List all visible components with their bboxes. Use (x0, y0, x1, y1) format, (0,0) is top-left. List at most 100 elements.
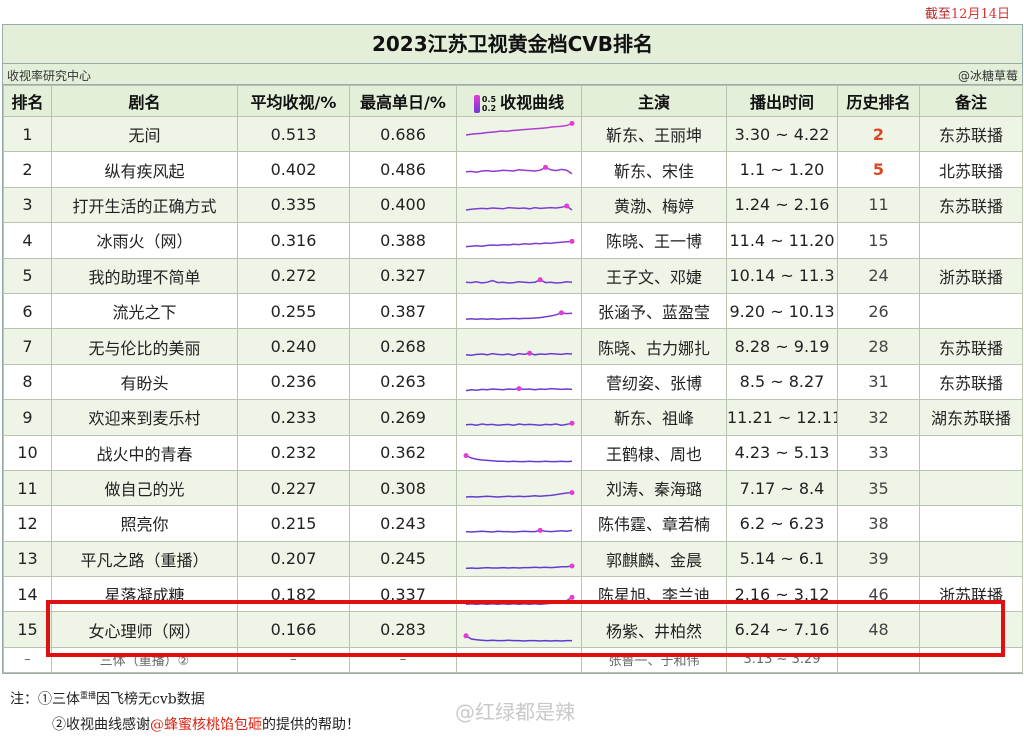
cast-cell: 王子文、邓婕 (581, 257, 727, 294)
drama-name-cell: 女心理师（网） (51, 611, 238, 648)
header-max: 最高单日/% (349, 85, 457, 117)
as-of-date: 截至12月14日 (925, 3, 1010, 22)
rank-cell: 11 (3, 469, 52, 507)
cast-cell: 陈伟霆、章若楠 (581, 505, 727, 542)
footnote-2-a: ②收视曲线感谢 (52, 716, 150, 733)
rating-curve-line (465, 530, 573, 534)
rating-curve-peak (537, 277, 543, 283)
history-rank-cell: 28 (837, 328, 920, 365)
rating-curve (465, 164, 573, 174)
footnote-1: 注：①三体重播因飞榜无cvb数据 (10, 683, 360, 713)
history-rank-cell: 46 (837, 576, 920, 613)
rating-curve (465, 528, 573, 534)
avg-rating-cell: 0.255 (237, 292, 350, 330)
footnote-2-credit: @蜂蜜核桃馅包砸 (150, 716, 262, 733)
period-cell: 3.13 ~ 3.29 (726, 646, 838, 673)
drama-name-cell: 无与伦比的美丽 (51, 328, 238, 365)
rating-curve (465, 386, 573, 392)
header-period: 播出时间 (726, 85, 838, 117)
footnote-label: 注： (10, 691, 38, 708)
header-cast: 主演 (581, 85, 727, 117)
note-cell: 浙苏联播 (919, 257, 1023, 294)
footnotes: 注：①三体重播因飞榜无cvb数据 ②收视曲线感谢@蜂蜜核桃馅包砸的提供的帮助！ (10, 683, 360, 738)
table-row: 15 女心理师（网） 0.166 0.283 杨紫、井柏然 6.24 ~ 7.16 48 (3, 611, 1023, 648)
max-rating-cell: 0.308 (349, 469, 457, 507)
note-cell (919, 646, 1023, 673)
note-cell (919, 292, 1023, 330)
rank-cell: 12 (3, 505, 52, 542)
highlight-box (46, 600, 1005, 657)
as-of-value: 12月14日 (950, 7, 1010, 22)
curve-legend-bottom: 0.2 (481, 103, 497, 113)
rating-curve-peak (527, 350, 533, 356)
drama-name-cell: 打开生活的正确方式 (51, 186, 238, 224)
note-cell: 东苏联播 (919, 115, 1023, 153)
curve-cell (456, 186, 582, 224)
ranking-sheet: 2023江苏卫视黄金档CVB排名 收视率研究中心 @冰糖草莓 排名 剧名 平均收… (2, 24, 1023, 674)
period-cell: 3.30 ~ 4.22 (726, 115, 838, 153)
curve-cell (456, 292, 582, 330)
ranking-table: 排名 剧名 平均收视/% 最高单日/% 0.5 0.2 收视曲线 主演 播出时间 历… (3, 85, 1023, 673)
drama-name-cell: 照亮你 (51, 505, 238, 542)
avg-rating-cell: 0.316 (237, 222, 350, 259)
drama-name-cell: 流光之下 (51, 292, 238, 330)
table-row: 12 照亮你 0.215 0.243 陈伟霆、章若楠 6.2 ~ 6.23 38 (3, 505, 1023, 542)
cast-cell: 黄渤、梅婷 (581, 186, 727, 224)
rating-curve (463, 632, 572, 642)
max-rating-cell: 0.387 (349, 292, 457, 330)
table-row: 5 我的助理不简单 0.272 0.327 王子文、邓婕 10.14 ~ 11.3 24 浙苏… (3, 257, 1023, 294)
max-rating-cell: 0.243 (349, 505, 457, 542)
rank-cell: 13 (3, 540, 52, 578)
curve-cell (456, 115, 582, 153)
table-row: 6 流光之下 0.255 0.387 张涵予、蓝盈莹 9.20 ~ 10.13 26 (3, 292, 1023, 330)
rating-curve-line (465, 634, 572, 642)
drama-name-cell: 冰雨火（网） (51, 222, 238, 259)
curve-cell (456, 540, 582, 578)
drama-name-cell: 三体（重播）② (51, 646, 238, 673)
rating-curve-peak (564, 203, 570, 209)
period-cell: 7.17 ~ 8.4 (726, 469, 838, 507)
curve-cell (456, 611, 582, 648)
period-cell: 8.28 ~ 9.19 (726, 328, 838, 365)
curve-cell (456, 363, 582, 401)
rating-curve-peak (463, 632, 469, 638)
note-cell: 北苏联播 (919, 151, 1023, 188)
curve-legend-scale: 0.5 0.2 (482, 95, 496, 113)
drama-name-cell: 平凡之路（重播） (51, 540, 238, 578)
rating-curve (465, 203, 573, 211)
drama-name-cell: 纵有疾风起 (51, 151, 238, 188)
curve-cell (456, 399, 582, 436)
max-rating-cell: 0.283 (349, 611, 457, 648)
rank-cell: 3 (3, 186, 52, 224)
rating-curve (465, 563, 575, 570)
rank-cell: 8 (3, 363, 52, 401)
header-curve: 0.5 0.2 收视曲线 (456, 85, 582, 117)
avg-rating-cell: 0.227 (237, 469, 350, 507)
rating-curve-peak (537, 528, 543, 534)
max-rating-cell: 0.245 (349, 540, 457, 578)
avg-rating-cell: 0.215 (237, 505, 350, 542)
cast-cell: 靳东、祖峰 (581, 399, 727, 436)
rank-cell: 1 (3, 115, 52, 153)
curve-cell (456, 434, 582, 471)
note-cell (919, 505, 1023, 542)
table-row: 2 纵有疾风起 0.402 0.486 靳东、宋佳 1.1 ~ 1.20 5 北苏联播 (3, 151, 1023, 188)
cast-cell: 郭麒麟、金晨 (581, 540, 727, 578)
footnote-1-a: ①三体 (38, 691, 80, 708)
table-row: 7 无与伦比的美丽 0.240 0.268 陈晓、古力娜扎 8.28 ~ 9.19 28 东苏… (3, 328, 1023, 365)
drama-name-cell: 战火中的青春 (51, 434, 238, 471)
period-cell: 1.24 ~ 2.16 (726, 186, 838, 224)
avg-rating-cell: 0.233 (237, 399, 350, 436)
max-rating-cell: 0.486 (349, 151, 457, 188)
footnote-2-b: 的提供的帮助！ (262, 716, 360, 733)
history-rank-cell: 48 (837, 611, 920, 648)
rating-curve-line (465, 491, 573, 498)
period-cell: 8.5 ~ 8.27 (726, 363, 838, 401)
max-rating-cell: – (349, 646, 457, 673)
rank-cell: 9 (3, 399, 52, 436)
footnote-1-sup: 重播 (80, 691, 96, 700)
table-row: 10 战火中的青春 0.232 0.362 王鹤棣、周也 4.23 ~ 5.13 33 (3, 434, 1023, 471)
history-rank-cell: 33 (837, 434, 920, 471)
cast-cell: 张涵予、蓝盈莹 (581, 292, 727, 330)
rating-curve-peak (569, 595, 575, 601)
